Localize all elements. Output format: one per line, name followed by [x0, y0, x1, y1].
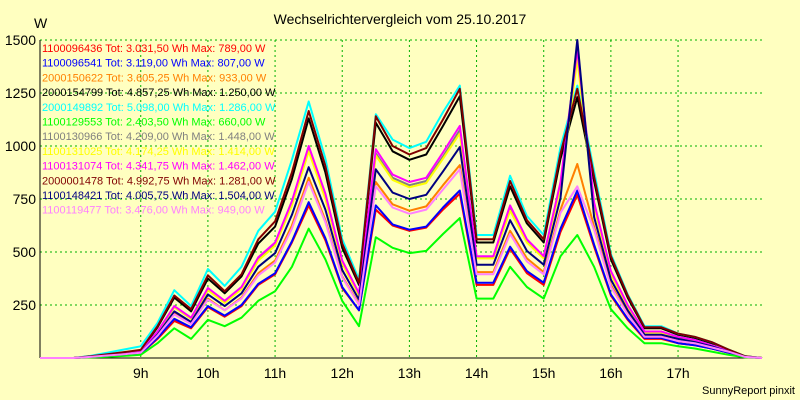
- axes: [39, 40, 762, 359]
- footer-credit: SunnyReport pinxit: [702, 385, 795, 397]
- series-line-2000001478: [40, 87, 763, 359]
- x-tick-label: 11h: [264, 365, 286, 381]
- legend-entry-1100119477: 1100119477 Tot: 3.476,00 Wh Max: 949,00 …: [42, 205, 265, 217]
- x-tick-label: 9h: [133, 365, 149, 381]
- x-tick-label: 15h: [532, 365, 555, 381]
- x-tick-label: 16h: [599, 365, 622, 381]
- legend-entry-1100130966: 1100130966 Tot: 4.209,00 Wh Max: 1.448,0…: [42, 131, 275, 143]
- series-line-1100129553: [40, 217, 763, 359]
- legend-entry-1100131025: 1100131025 Tot: 4.174,25 Wh Max: 1.414,0…: [42, 146, 275, 158]
- y-tick-label: 1500: [5, 32, 36, 48]
- x-tick-label: 13h: [398, 365, 421, 381]
- legend-entry-2000154799: 2000154799 Tot: 4.857,25 Wh Max: 1.250,0…: [42, 87, 276, 99]
- y-tick-label: 500: [13, 244, 37, 260]
- legend-entry-1100096541: 1100096541 Tot: 3.119,00 Wh Max: 807,00 …: [42, 58, 265, 70]
- legend-entry-1100148421: 1100148421 Tot: 4.005,75 Wh Max: 1.504,0…: [42, 190, 275, 202]
- y-tick-label: 250: [13, 297, 37, 313]
- x-tick-label: 14h: [465, 365, 488, 381]
- legend-entry-1100129553: 1100129553 Tot: 2.403,50 Wh Max: 660,00 …: [42, 117, 266, 129]
- legend: 1100096436 Tot: 3.031,50 Wh Max: 789,00 …: [42, 43, 276, 217]
- legend-entry-2000149892: 2000149892 Tot: 5.098,00 Wh Max: 1.286,0…: [42, 102, 276, 114]
- series-line-1100119477: [40, 168, 763, 359]
- y-axis-unit-label: W: [34, 15, 48, 31]
- tick-labels: 250 500 750 1000 1250 1500 9h 10h 11h 12h 13h 14h 15…: [5, 32, 690, 381]
- grid-lines: [40, 39, 762, 358]
- series-lines: [40, 39, 763, 359]
- y-tick-label: 1250: [5, 85, 36, 101]
- legend-entry-2000001478: 2000001478 Tot: 4.992,75 Wh Max: 1.281,0…: [42, 175, 276, 187]
- y-tick-label: 750: [13, 191, 37, 207]
- x-tick-label: 12h: [331, 365, 354, 381]
- series-line-1100131074: [40, 48, 763, 359]
- y-tick-label: 1000: [5, 138, 36, 154]
- chart-title: Wechselrichtervergleich vom 25.10.2017: [274, 11, 527, 27]
- legend-entry-1100131074: 1100131074 Tot: 4.341,75 Wh Max: 1.462,0…: [42, 161, 275, 173]
- legend-entry-1100096436: 1100096436 Tot: 3.031,50 Wh Max: 789,00 …: [42, 43, 266, 55]
- legend-entry-2000150622: 2000150622 Tot: 3.605,25 Wh Max: 933,00 …: [42, 72, 267, 84]
- x-tick-label: 17h: [666, 365, 689, 381]
- x-tick-label: 10h: [196, 365, 219, 381]
